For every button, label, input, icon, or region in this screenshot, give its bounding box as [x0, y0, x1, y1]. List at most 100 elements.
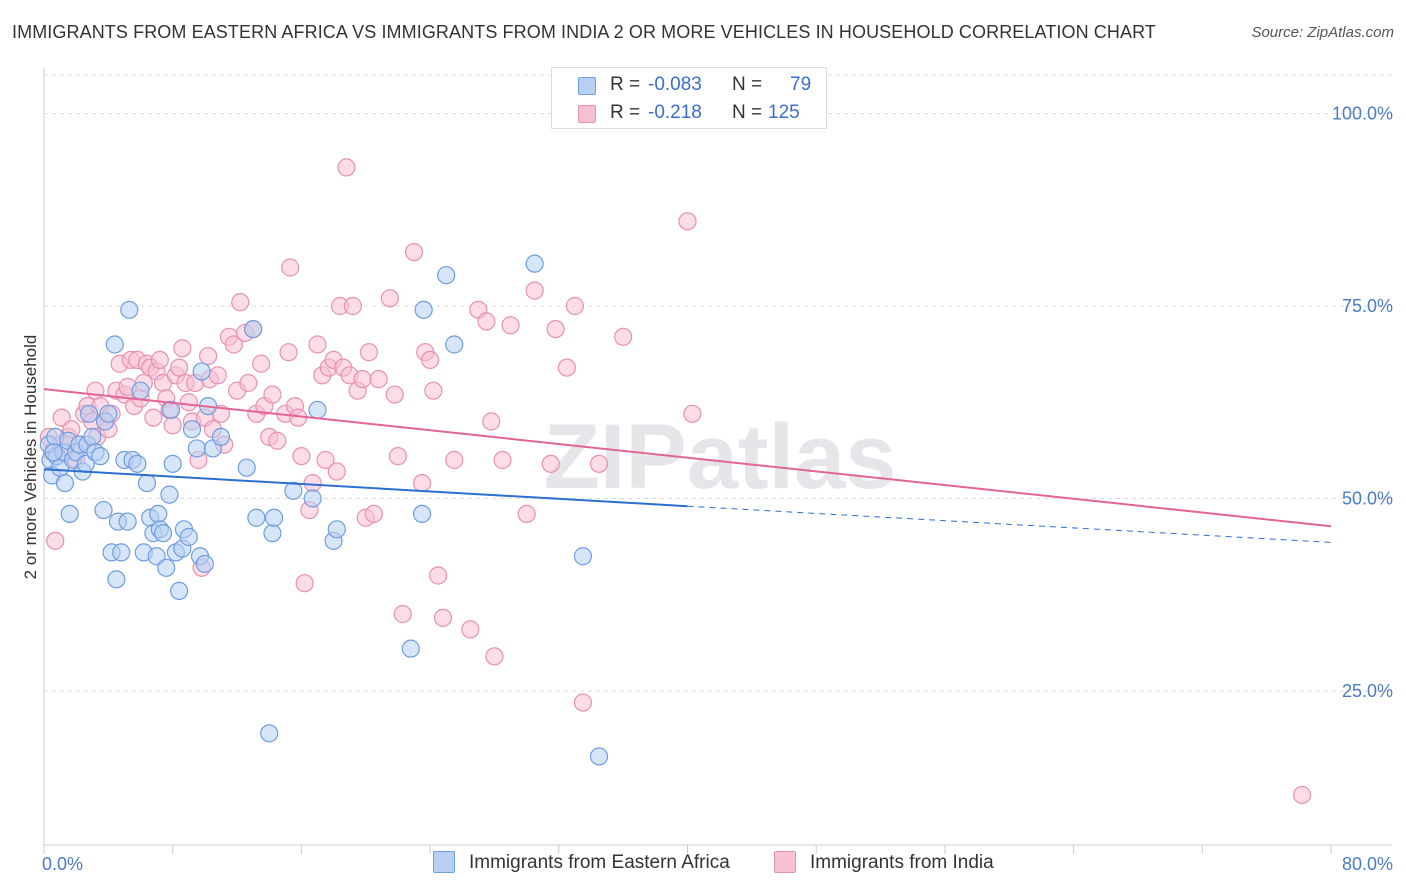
india-point: [429, 566, 448, 585]
chart-title: IMMIGRANTS FROM EASTERN AFRICA VS IMMIGR…: [12, 22, 1156, 42]
source-label: Source: ZipAtlas.com: [1251, 24, 1394, 41]
eastern-africa-point: [83, 427, 102, 446]
india-point: [303, 474, 322, 493]
legend-r-label: R =: [610, 102, 641, 123]
india-point: [198, 346, 218, 366]
india-point: [589, 454, 609, 473]
india-point: [343, 296, 362, 316]
india-point: [393, 604, 412, 624]
correlation-legend: R = -0.083 N = 79 R = -0.218 N = 125: [551, 67, 827, 129]
india-point: [231, 293, 250, 312]
eastern-africa-point: [107, 570, 126, 589]
india-point: [421, 350, 440, 369]
india-point: [385, 385, 404, 404]
legend-n-label: N =: [732, 102, 763, 123]
india-point: [337, 158, 356, 177]
eastern-africa-point: [247, 508, 266, 527]
india-point: [173, 339, 192, 358]
india-point: [1292, 785, 1312, 805]
legend-r-value: -0.218: [648, 102, 702, 123]
india-point: [525, 281, 544, 300]
india-points: [39, 158, 1312, 805]
eastern-africa-point: [79, 404, 99, 423]
india-point: [557, 358, 576, 377]
eastern-africa-point: [573, 547, 593, 566]
eastern-africa-point: [91, 447, 110, 466]
eastern-africa-trend-line: [43, 468, 688, 508]
eastern-africa-point: [161, 400, 181, 420]
legend-swatch-pink: [578, 105, 596, 123]
eastern-africa-point: [244, 320, 263, 339]
india-point: [327, 462, 346, 481]
eastern-africa-point: [170, 581, 189, 601]
india-point: [485, 647, 504, 666]
eastern-africa-point: [163, 454, 182, 473]
eastern-africa-point: [105, 335, 124, 354]
legend-r-label: R =: [610, 74, 641, 95]
india-point: [150, 350, 169, 369]
india-point: [263, 385, 282, 404]
eastern-africa-point: [94, 500, 113, 520]
india-point: [279, 343, 298, 362]
bottom-legend-india: Immigrants from India: [774, 851, 994, 874]
eastern-africa-point: [308, 400, 327, 420]
india-point: [369, 370, 388, 389]
india-point: [424, 381, 443, 400]
eastern-africa-point: [160, 485, 179, 504]
eastern-africa-points: [39, 254, 609, 766]
eastern-africa-point: [55, 474, 75, 493]
eastern-africa-point: [118, 512, 137, 531]
y-tick-label: 100.0%: [1332, 104, 1393, 124]
india-point: [252, 354, 271, 373]
eastern-africa-point: [327, 520, 346, 539]
india-point: [239, 373, 258, 393]
y-tick-label: 50.0%: [1342, 489, 1393, 509]
india-point: [268, 431, 287, 450]
y-axis-label: 2 or more Vehicles in Household: [21, 335, 40, 580]
bottom-legend-eastern-africa: Immigrants from Eastern Africa: [433, 851, 730, 874]
india-point: [224, 335, 243, 354]
india-point: [461, 620, 480, 639]
eastern-africa-point: [414, 300, 433, 319]
india-point: [493, 450, 512, 470]
bottom-legend-label: Immigrants from India: [810, 852, 994, 873]
x-tick-label: 0.0%: [42, 854, 83, 874]
eastern-africa-point: [437, 266, 456, 285]
india-point: [281, 258, 300, 277]
eastern-africa-point: [128, 454, 147, 473]
legend-r-value: -0.083: [648, 74, 702, 95]
india-point: [144, 408, 163, 427]
eastern-africa-point: [412, 504, 432, 524]
india-point: [482, 412, 501, 431]
eastern-africa-point: [401, 639, 420, 658]
india-point: [565, 296, 584, 316]
eastern-africa-point: [120, 300, 139, 319]
india-point: [573, 693, 593, 712]
eastern-africa-point: [211, 427, 231, 446]
eastern-africa-point: [187, 439, 206, 458]
india-point: [364, 504, 383, 524]
y-tick-label: 75.0%: [1342, 296, 1393, 316]
india-point: [86, 381, 105, 400]
india-point: [517, 504, 536, 524]
y-tick-label: 25.0%: [1342, 681, 1393, 701]
legend-n-label: N =: [732, 74, 763, 95]
india-point: [208, 366, 227, 385]
eastern-africa-point: [112, 543, 131, 562]
eastern-africa-point: [589, 747, 609, 766]
eastern-africa-point: [131, 381, 150, 400]
eastern-africa-point: [179, 527, 198, 547]
eastern-africa-point: [157, 558, 176, 577]
india-point: [46, 531, 65, 550]
eastern-africa-point: [153, 524, 173, 543]
trend-lines: [43, 388, 1332, 543]
eastern-africa-point: [60, 504, 79, 524]
india-point: [683, 404, 702, 423]
india-point: [316, 450, 335, 470]
india-point: [170, 358, 189, 377]
legend-n-value: 79: [790, 74, 812, 95]
india-point: [353, 370, 372, 389]
eastern-africa-point: [99, 404, 118, 423]
eastern-africa-trend-extension: [687, 505, 1332, 543]
